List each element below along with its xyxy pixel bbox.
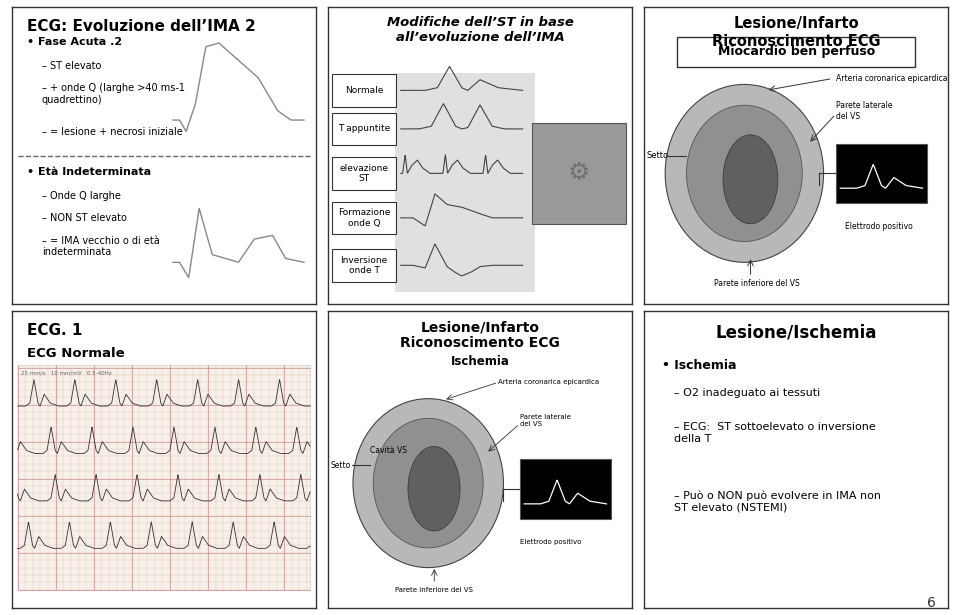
FancyBboxPatch shape [836,144,927,203]
Ellipse shape [686,105,803,242]
Ellipse shape [373,418,483,548]
Text: – NON ST elevato: – NON ST elevato [42,213,127,223]
Text: elevazione
ST: elevazione ST [340,164,389,183]
Text: ECG Normale: ECG Normale [27,347,125,360]
FancyBboxPatch shape [332,113,396,145]
Text: Lesione/Ischemia: Lesione/Ischemia [715,323,876,341]
Text: Parete inferiore del VS: Parete inferiore del VS [714,279,800,288]
Text: Miocardio ben perfuso: Miocardio ben perfuso [717,46,875,58]
Text: – ECG:  ST sottoelevato o inversione
della T: – ECG: ST sottoelevato o inversione dell… [674,423,876,444]
Text: – = lesione + necrosi iniziale: – = lesione + necrosi iniziale [42,127,182,137]
Text: Setto: Setto [331,461,351,470]
Text: – Onde Q larghe: – Onde Q larghe [42,191,121,201]
FancyBboxPatch shape [332,202,396,234]
Text: – + onde Q (larghe >40 ms-1
quadrettino): – + onde Q (larghe >40 ms-1 quadrettino) [42,83,185,105]
Text: ECG. 1: ECG. 1 [27,323,83,338]
FancyBboxPatch shape [519,459,611,518]
Text: • Ischemia: • Ischemia [662,359,736,371]
Text: T appuntite: T appuntite [338,124,391,133]
FancyBboxPatch shape [332,74,396,106]
Text: Arteria coronarica epicardica: Arteria coronarica epicardica [498,379,599,386]
FancyBboxPatch shape [678,37,915,66]
Text: – = IMA vecchio o di età
indeterminata: – = IMA vecchio o di età indeterminata [42,236,159,257]
Text: – Può o NON può evolvere in IMA non
ST elevato (NSTEMI): – Può o NON può evolvere in IMA non ST e… [674,491,881,513]
Text: Cavità VS: Cavità VS [371,446,407,455]
Text: ECG: Evoluzione dell’IMA 2: ECG: Evoluzione dell’IMA 2 [27,19,255,34]
Ellipse shape [408,446,460,531]
FancyBboxPatch shape [17,365,310,590]
Text: Modifiche dell’ST in base
all’evoluzione dell’IMA: Modifiche dell’ST in base all’evoluzione… [387,16,573,44]
Text: ⚙: ⚙ [567,161,590,185]
Text: Parete inferiore del VS: Parete inferiore del VS [395,587,472,593]
Text: Normale: Normale [345,86,383,95]
FancyBboxPatch shape [332,249,396,282]
Text: – O2 inadeguato ai tessuti: – O2 inadeguato ai tessuti [674,388,821,399]
Text: Formazione
onde Q: Formazione onde Q [338,208,391,228]
Text: – ST elevato: – ST elevato [42,61,102,71]
FancyBboxPatch shape [532,123,626,224]
FancyBboxPatch shape [395,73,535,292]
Text: Parete laterale
del VS: Parete laterale del VS [519,415,570,427]
Text: 25 mm/s   10 mm/mV   0.5-40Hz: 25 mm/s 10 mm/mV 0.5-40Hz [21,370,111,376]
Text: Elettrodo positivo: Elettrodo positivo [519,539,581,546]
Text: Inversione
onde T: Inversione onde T [341,256,388,275]
Ellipse shape [723,135,778,224]
Text: Setto: Setto [647,151,669,160]
Ellipse shape [353,399,503,568]
Ellipse shape [665,84,824,263]
Text: Lesione/Infarto
Riconoscimento ECG: Lesione/Infarto Riconoscimento ECG [712,16,880,49]
Text: • Fase Acuta .2: • Fase Acuta .2 [27,37,122,47]
Text: Lesione/Infarto
Riconoscimento ECG: Lesione/Infarto Riconoscimento ECG [400,320,560,351]
FancyBboxPatch shape [332,157,396,189]
Text: Elettrodo positivo: Elettrodo positivo [845,222,913,231]
Text: 6: 6 [927,596,936,610]
Text: • Età Indeterminata: • Età Indeterminata [27,167,151,178]
Text: Arteria coronarica epicardica: Arteria coronarica epicardica [836,74,948,83]
Text: Ischemia: Ischemia [450,355,510,368]
Text: Parete laterale
del VS: Parete laterale del VS [836,101,892,121]
